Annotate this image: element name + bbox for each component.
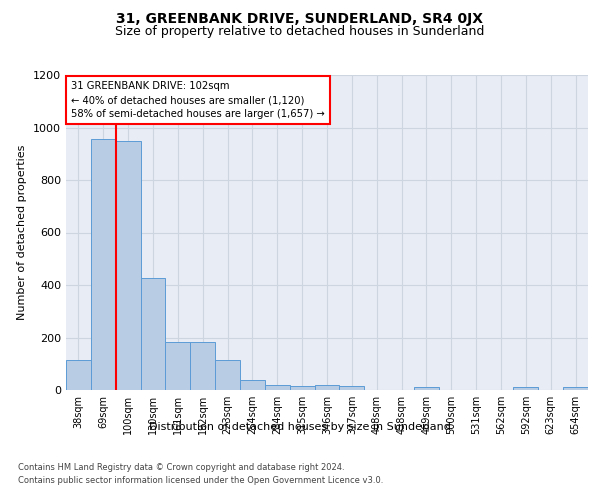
Bar <box>66 360 91 390</box>
Bar <box>166 342 190 390</box>
Bar <box>240 380 265 390</box>
Bar <box>140 278 166 390</box>
Bar <box>265 385 290 390</box>
Text: Contains HM Land Registry data © Crown copyright and database right 2024.: Contains HM Land Registry data © Crown c… <box>18 462 344 471</box>
Text: 31 GREENBANK DRIVE: 102sqm
← 40% of detached houses are smaller (1,120)
58% of s: 31 GREENBANK DRIVE: 102sqm ← 40% of deta… <box>71 82 325 120</box>
Text: Contains public sector information licensed under the Open Government Licence v3: Contains public sector information licen… <box>18 476 383 485</box>
Bar <box>314 385 340 390</box>
Text: 31, GREENBANK DRIVE, SUNDERLAND, SR4 0JX: 31, GREENBANK DRIVE, SUNDERLAND, SR4 0JX <box>116 12 484 26</box>
Bar <box>340 386 364 390</box>
Text: Size of property relative to detached houses in Sunderland: Size of property relative to detached ho… <box>115 25 485 38</box>
Y-axis label: Number of detached properties: Number of detached properties <box>17 145 28 320</box>
Bar <box>290 386 314 390</box>
Bar <box>514 388 538 390</box>
Bar <box>563 388 588 390</box>
Bar <box>215 360 240 390</box>
Bar <box>414 388 439 390</box>
Bar <box>91 139 116 390</box>
Text: Distribution of detached houses by size in Sunderland: Distribution of detached houses by size … <box>149 422 451 432</box>
Bar <box>190 342 215 390</box>
Bar <box>116 141 140 390</box>
